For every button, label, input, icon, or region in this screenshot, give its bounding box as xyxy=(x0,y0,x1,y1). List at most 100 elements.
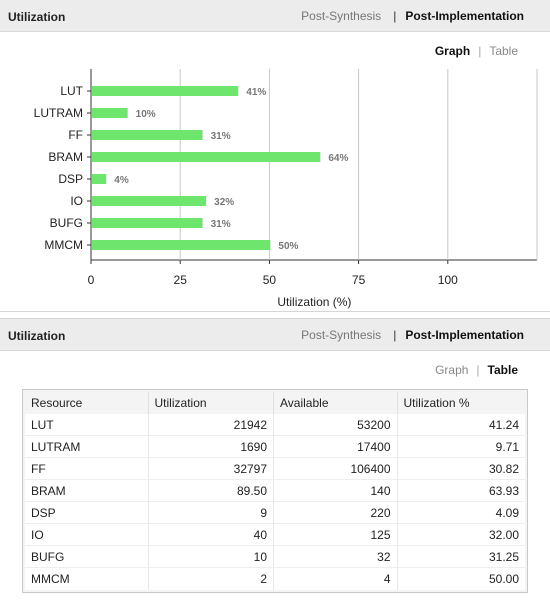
utilization-bar-chart: LUT LUTRAM FF BRAM DSP IO BUFG MMCM 41% 10% 31% 64… xyxy=(34,69,538,309)
bar-value-label: 10% xyxy=(136,109,156,120)
cell-utilization-percent: 9.71 xyxy=(397,436,525,458)
cell-resource: LUT xyxy=(25,414,149,436)
table-row[interactable]: IO 40 125 32.00 xyxy=(25,524,525,546)
bar-value-label: 64% xyxy=(328,153,348,164)
column-header-available[interactable]: Available xyxy=(274,392,398,414)
category-label: IO xyxy=(70,194,83,208)
cell-available: 32 xyxy=(274,546,398,568)
bar-value-label: 41% xyxy=(246,87,266,98)
cell-available: 140 xyxy=(274,480,398,502)
category-label: MMCM xyxy=(44,238,83,252)
cell-utilization-percent: 50.00 xyxy=(397,568,525,590)
cell-resource: BRAM xyxy=(25,480,149,502)
cell-utilization: 10 xyxy=(148,546,275,568)
cell-utilization: 40 xyxy=(148,524,275,546)
view-separator: | xyxy=(478,44,482,58)
cell-utilization-percent: 4.09 xyxy=(397,502,525,524)
panel-header: Utilization Post-Synthesis | Post-Implemen… xyxy=(0,319,550,351)
category-label: LUT xyxy=(60,84,83,98)
table-row[interactable]: BRAM 89.50 140 63.93 xyxy=(25,480,525,502)
table-row[interactable]: FF 32797 106400 30.82 xyxy=(25,458,525,480)
view-table-link[interactable]: Table xyxy=(489,44,518,58)
stage-tabs: Post-Synthesis | Post-Implementation xyxy=(301,328,524,342)
cell-utilization: 1690 xyxy=(148,436,275,458)
table-row[interactable]: LUT 21942 53200 41.24 xyxy=(25,414,525,436)
cell-utilization-percent: 41.24 xyxy=(397,414,525,436)
cell-available: 106400 xyxy=(274,458,398,480)
bar-dsp[interactable] xyxy=(92,174,107,184)
cell-available: 53200 xyxy=(274,414,398,436)
chart-bars xyxy=(92,86,321,250)
tab-post-synthesis[interactable]: Post-Synthesis xyxy=(301,9,382,23)
cell-resource: MMCM xyxy=(25,568,149,590)
cell-available: 4 xyxy=(274,568,398,590)
cell-utilization: 2 xyxy=(148,568,275,590)
x-tick-label: 25 xyxy=(174,273,188,287)
tab-post-implementation[interactable]: Post-Implementation xyxy=(405,9,524,23)
bar-ff[interactable] xyxy=(92,130,203,140)
chart-gridlines xyxy=(87,69,538,261)
bar-value-label: 4% xyxy=(114,175,129,186)
x-axis-title: Utilization (%) xyxy=(277,295,351,309)
cell-resource: FF xyxy=(25,458,149,480)
bar-value-label: 32% xyxy=(214,197,234,208)
column-header-resource[interactable]: Resource xyxy=(25,392,149,414)
cell-utilization: 32797 xyxy=(148,458,275,480)
cell-available: 220 xyxy=(274,502,398,524)
category-label: DSP xyxy=(58,172,83,186)
table-row[interactable]: BUFG 10 32 31.25 xyxy=(25,546,525,568)
cell-utilization-percent: 30.82 xyxy=(397,458,525,480)
table-row[interactable]: LUTRAM 1690 17400 9.71 xyxy=(25,436,525,458)
view-toggle: Graph | Table xyxy=(435,363,518,377)
panel-title: Utilization xyxy=(8,329,66,343)
x-tick-label: 0 xyxy=(88,273,95,287)
utilization-table: Resource Utilization Available Utilizati… xyxy=(22,389,528,593)
chart-tick-labels: 0 25 50 75 100 xyxy=(88,260,458,287)
chart-category-labels: LUT LUTRAM FF BRAM DSP IO BUFG MMCM xyxy=(34,84,84,252)
cell-resource: LUTRAM xyxy=(25,436,149,458)
column-header-utilization[interactable]: Utilization xyxy=(148,392,275,414)
stage-tabs: Post-Synthesis | Post-Implementation xyxy=(301,9,524,23)
panel-title: Utilization xyxy=(8,10,66,24)
table-row[interactable]: MMCM 2 4 50.00 xyxy=(25,568,525,590)
cell-utilization-percent: 63.93 xyxy=(397,480,525,502)
view-separator: | xyxy=(476,363,480,377)
cell-utilization: 9 xyxy=(148,502,275,524)
cell-resource: IO xyxy=(25,524,149,546)
bar-value-label: 50% xyxy=(278,241,298,252)
cell-utilization: 89.50 xyxy=(148,480,275,502)
table-header-row: Resource Utilization Available Utilizati… xyxy=(25,392,525,414)
bar-bufg[interactable] xyxy=(92,218,203,228)
bar-lut[interactable] xyxy=(92,86,239,96)
category-label: BUFG xyxy=(50,216,83,230)
tab-post-implementation[interactable]: Post-Implementation xyxy=(405,328,524,342)
cell-utilization-percent: 32.00 xyxy=(397,524,525,546)
cell-utilization-percent: 31.25 xyxy=(397,546,525,568)
bar-lutram[interactable] xyxy=(92,108,128,118)
column-header-utilization-percent[interactable]: Utilization % xyxy=(397,392,525,414)
view-graph-link[interactable]: Graph xyxy=(434,44,471,58)
category-label: BRAM xyxy=(48,150,83,164)
panel-header: Utilization Post-Synthesis | Post-Implemen… xyxy=(0,0,550,32)
cell-resource: BUFG xyxy=(25,546,149,568)
bar-io[interactable] xyxy=(92,196,207,206)
utilization-table-panel: Utilization Post-Synthesis | Post-Implemen… xyxy=(0,318,550,610)
bar-value-label: 31% xyxy=(211,219,231,230)
cell-available: 17400 xyxy=(274,436,398,458)
tab-separator: | xyxy=(393,328,397,342)
view-table-link[interactable]: Table xyxy=(487,363,518,377)
tab-post-synthesis[interactable]: Post-Synthesis xyxy=(301,328,382,342)
category-label: FF xyxy=(68,128,83,142)
cell-resource: DSP xyxy=(25,502,149,524)
bar-mmcm[interactable] xyxy=(92,240,271,250)
view-graph-link[interactable]: Graph xyxy=(435,363,469,377)
utilization-graph-panel: Utilization Post-Synthesis | Post-Implemen… xyxy=(0,0,550,312)
cell-utilization: 21942 xyxy=(148,414,275,436)
x-tick-label: 50 xyxy=(263,273,277,287)
x-tick-label: 100 xyxy=(438,273,458,287)
chart-value-labels: 41% 10% 31% 64% 4% 32% 31% 50% xyxy=(114,87,348,252)
bar-bram[interactable] xyxy=(92,152,321,162)
view-toggle: Graph | Table xyxy=(435,44,518,58)
table-row[interactable]: DSP 9 220 4.09 xyxy=(25,502,525,524)
x-tick-label: 75 xyxy=(352,273,366,287)
